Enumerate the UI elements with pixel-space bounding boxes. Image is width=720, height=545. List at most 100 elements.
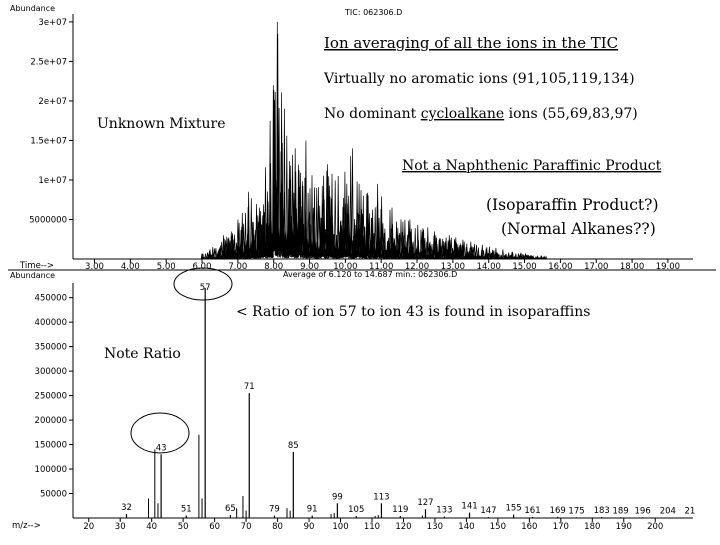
peak-label-85: 85: [288, 441, 299, 451]
peak-label-99: 99: [332, 492, 343, 502]
top-chart-header: TIC: 062306.D: [344, 8, 402, 17]
bottom-x-axis-label: m/z-->: [12, 521, 41, 531]
bottom-x-tick-label: 180: [584, 522, 600, 532]
peak-label-169: 169: [550, 506, 566, 516]
top-y-tick-label: 1.5e+07: [30, 136, 67, 146]
bottom-x-tick-label: 200: [647, 522, 663, 532]
bottom-x-tick-label: 60: [209, 522, 220, 532]
bottom-y-tick-label: 300000: [35, 367, 67, 377]
annotation-ratio-57-43: < Ratio of ion 57 to ion 43 is found in …: [236, 304, 590, 320]
top-x-ticks: 3.00 4.00 5.00 6.00 7.00 8.00 9.00 10.00 11.00 12…: [85, 259, 680, 272]
bottom-y-tick-label: 200000: [35, 416, 67, 426]
peak-label-91: 91: [307, 505, 318, 515]
peak-label-57: 57: [200, 283, 211, 293]
top-x-tick-label: 13.00: [441, 262, 465, 272]
annotation-isoparaffin-question: (Isoparaffin Product?): [486, 196, 659, 214]
peak-label-141: 141: [461, 502, 477, 512]
peak-label-183: 183: [594, 506, 610, 516]
peak-label-175: 175: [568, 506, 584, 516]
annotation-normal-alkanes-question: (Normal Alkanes??): [501, 220, 656, 238]
annotation-not-naphthenic: Not a Naphthenic Paraffinic Product: [402, 158, 662, 174]
peak-label-161: 161: [524, 506, 540, 516]
bottom-abundance-title: Abundance: [10, 271, 55, 280]
top-x-tick-label: 19.00: [656, 262, 680, 272]
top-y-tick-label: 2e+07: [38, 97, 67, 107]
bottom-x-tick-label: 140: [458, 522, 474, 532]
peak-label-127: 127: [417, 498, 433, 508]
bottom-x-tick-label: 70: [241, 522, 252, 532]
annotation-unknown-mixture: Unknown Mixture: [97, 116, 226, 132]
top-y-ticks: 5000000 1e+07 1.5e+07 2e+07 2.5e+07 3e+07: [29, 18, 73, 225]
top-x-tick-label: 14.00: [477, 262, 501, 272]
circle-mz-43: [130, 412, 190, 454]
top-y-tick-label: 3e+07: [38, 18, 67, 28]
top-x-tick-label: 5.00: [157, 262, 176, 272]
top-x-tick-label: 8.00: [264, 262, 283, 272]
bottom-x-ticks: 20 30 40 50 60 70 80 90 100 110 120 130 140 150 160 170…: [83, 518, 663, 532]
bottom-y-tick-label: 400000: [35, 318, 67, 328]
peak-label-204: 204: [660, 507, 676, 517]
annotation-cycloalkane-suffix: ions (55,69,83,97): [504, 106, 638, 122]
peak-label-79: 79: [269, 505, 280, 515]
bottom-y-tick-label: 50000: [40, 490, 67, 500]
top-x-tick-label: 9.00: [300, 262, 319, 272]
annotation-cycloalkane-ions: No dominant cycloalkane ions (55,69,83,9…: [324, 106, 638, 122]
top-x-tick-label: 12.00: [405, 262, 429, 272]
bottom-y-tick-label: 100000: [35, 465, 67, 475]
mass-spectrum-panel: Abundance Average of 6.120 to 14.687 min…: [10, 267, 695, 532]
peak-label-119: 119: [392, 505, 408, 515]
bottom-x-tick-label: 40: [146, 522, 157, 532]
top-x-tick-label: 11.00: [369, 262, 393, 272]
peak-label-155: 155: [505, 504, 521, 514]
peak-label-113: 113: [373, 492, 389, 502]
top-x-tick-label: 17.00: [584, 262, 608, 272]
circle-mz-57: [173, 267, 233, 301]
bottom-x-tick-label: 80: [272, 522, 283, 532]
bottom-x-tick-label: 160: [521, 522, 537, 532]
top-x-tick-label: 4.00: [121, 262, 140, 272]
top-y-tick-label: 5000000: [29, 215, 67, 225]
spectrum-bars: [125, 287, 691, 518]
peak-label-21: 21: [684, 507, 695, 517]
peak-label-196: 196: [635, 506, 651, 516]
peak-label-32: 32: [121, 503, 132, 513]
annotation-aromatic-ions: Virtually no aromatic ions (91,105,119,1…: [323, 71, 635, 87]
bottom-y-tick-label: 150000: [35, 441, 67, 451]
bottom-x-tick-label: 170: [553, 522, 569, 532]
top-x-tick-label: 16.00: [548, 262, 572, 272]
top-abundance-title: Abundance: [10, 4, 55, 13]
top-y-tick-label: 2.5e+07: [30, 57, 67, 67]
peak-label-65: 65: [225, 504, 236, 514]
peak-label-71: 71: [244, 382, 255, 392]
bottom-y-tick-label: 350000: [35, 343, 67, 353]
bottom-x-tick-label: 120: [395, 522, 411, 532]
bottom-x-tick-label: 90: [304, 522, 315, 532]
top-x-tick-label: 3.00: [85, 262, 104, 272]
bottom-y-tick-label: 450000: [35, 294, 67, 304]
tic-chromatogram-panel: Abundance TIC: 062306.D 5000000 1e+07 1.5e…: [10, 4, 693, 272]
annotation-cycloalkane-prefix: No dominant: [324, 106, 421, 122]
peak-label-189: 189: [612, 506, 628, 516]
top-x-axis-label: Time-->: [19, 261, 54, 271]
bottom-x-tick-label: 150: [490, 522, 506, 532]
top-y-tick-label: 1e+07: [38, 176, 67, 186]
tic-trace: [194, 21, 561, 261]
peak-label-51: 51: [181, 505, 192, 515]
peak-label-105: 105: [348, 505, 364, 515]
bottom-x-tick-label: 190: [616, 522, 632, 532]
peak-label-147: 147: [480, 506, 496, 516]
bottom-x-tick-label: 100: [332, 522, 348, 532]
tic-trace-line: [194, 21, 561, 261]
annotation-cycloalkane-word: cycloalkane: [421, 106, 504, 122]
annotation-note-ratio: Note Ratio: [104, 346, 181, 362]
bottom-y-tick-label: 250000: [35, 392, 67, 402]
bottom-x-tick-label: 130: [427, 522, 443, 532]
peak-label-133: 133: [436, 506, 452, 516]
top-x-tick-label: 10.00: [333, 262, 357, 272]
top-x-tick-label: 7.00: [228, 262, 247, 272]
bottom-x-tick-label: 50: [178, 522, 189, 532]
bottom-y-ticks: 50000 100000 150000 200000 250000 300000 35000…: [35, 294, 73, 500]
bottom-x-tick-label: 20: [83, 522, 94, 532]
